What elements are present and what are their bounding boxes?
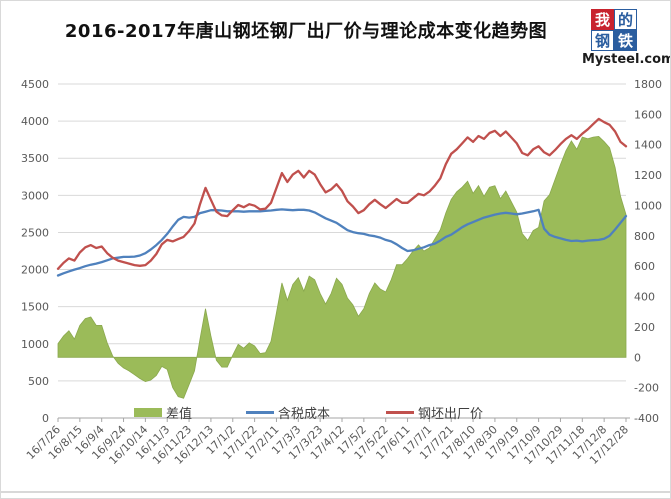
series-line [56,208,628,277]
legend-item-diff: 差值 [134,403,193,422]
left-axis-tick-label: 500 [28,375,49,388]
right-axis-tick-label: 1400 [634,139,662,152]
left-axis-tick-label: 2500 [21,226,49,239]
chart-legend: 差值 含税成本 钢坯出厂价 [1,403,670,422]
left-axis-tick-label: 0 [42,412,49,425]
legend-label-diff: 差值 [166,406,193,422]
logo-char-tie: 铁 [614,30,637,51]
right-axis-tick-label: 200 [634,321,655,334]
left-axis-tick-label: 3000 [21,189,49,202]
left-axis-tick-label: 4500 [21,78,49,91]
left-axis-tick-label: 2000 [21,264,49,277]
left-axis-tick-label: 3500 [21,152,49,165]
legend-swatch-price-line-icon [386,410,414,414]
right-axis-tick-label: 400 [634,291,655,304]
right-axis-tick-label: 1600 [634,108,662,121]
page-title: 2016-2017年唐山钢坯钢厂出厂价与理论成本变化趋势图 [64,21,548,42]
left-axis-tick-label: 1000 [21,338,49,351]
logo-char-gang: 钢 [591,30,614,51]
right-axis-tick-label: -400 [634,412,659,425]
legend-item-price: 钢坯出厂价 [386,403,484,422]
left-axis-tick-label: 1500 [21,301,49,314]
right-axis-tick-label: 800 [634,230,655,243]
mysteel-logo: 我 的 钢 铁 Mysteel.com [582,9,671,67]
legend-label-cost: 含税成本 [278,406,331,422]
right-axis-tick-label: 0 [634,351,641,364]
legend-swatch-area-icon [134,407,162,417]
bottom-divider [1,491,670,493]
right-axis-tick-label: 1800 [634,78,662,91]
right-axis-tick-label: 1200 [634,169,662,182]
legend-label-price: 钢坯出厂价 [418,406,484,422]
series-area-diff [57,135,627,399]
right-axis-tick-label: -200 [634,382,659,395]
logo-char-wo: 我 [591,9,614,30]
legend-swatch-cost-line-icon [246,410,274,414]
legend-item-cost: 含税成本 [246,403,331,422]
logo-char-de: 的 [614,9,637,30]
left-axis-tick-label: 4000 [21,115,49,128]
right-axis-tick-label: 1000 [634,199,662,212]
right-axis-tick-label: 600 [634,260,655,273]
mysteel-logo-icon: 我 的 钢 铁 [591,9,662,51]
logo-domain-text: Mysteel.com [582,52,671,67]
series-line [56,117,628,270]
